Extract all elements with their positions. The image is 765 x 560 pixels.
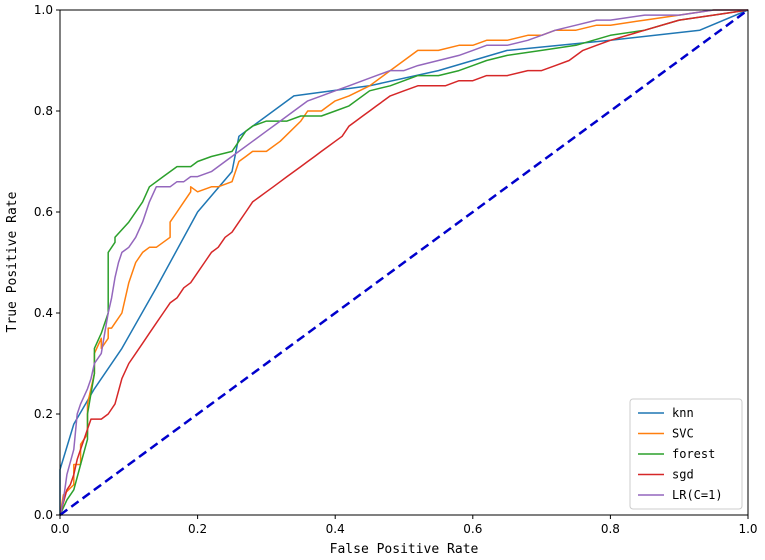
y-axis-label: True Positive Rate	[5, 191, 20, 332]
x-tick-label: 0.4	[326, 522, 345, 536]
y-tick-label: 0.6	[34, 205, 53, 219]
y-tick-label: 0.2	[34, 407, 53, 421]
legend-box	[629, 398, 743, 510]
legend: knn SVC forest sgd LR(C=1)	[629, 398, 743, 510]
series-line-sgd	[59, 9, 749, 516]
diagonal-chance-line	[59, 8, 749, 517]
legend-label: SVC	[672, 427, 694, 441]
legend-label: knn	[672, 406, 694, 420]
series-line-lr-c-1-	[59, 9, 748, 516]
axes-layer: 0.0 0.2 0.4 0.6 0.8 1.0 0.0 0.2 0.4 0.6 0.8 1.0	[34, 3, 758, 536]
legend-label: sgd	[672, 468, 694, 482]
x-tick-label: 0.8	[601, 522, 620, 536]
series-layer	[59, 8, 749, 517]
y-tick-label: 1.0	[34, 3, 53, 17]
y-tick-label: 0.8	[34, 104, 53, 118]
plot-frame	[59, 9, 749, 516]
legend-label: forest	[672, 447, 715, 461]
series-line-forest	[59, 9, 749, 516]
x-tick-label: 0.6	[463, 522, 482, 536]
x-tick-label: 0.0	[50, 522, 69, 536]
y-tick-label: 0.0	[34, 508, 53, 522]
y-tick-label: 0.4	[34, 306, 53, 320]
x-tick-label: 0.2	[188, 522, 207, 536]
legend-label: LR(C=1)	[672, 488, 723, 502]
x-axis-label: False Positive Rate	[330, 542, 479, 557]
x-tick-label: 1.0	[738, 522, 757, 536]
series-line-svc	[59, 9, 748, 516]
